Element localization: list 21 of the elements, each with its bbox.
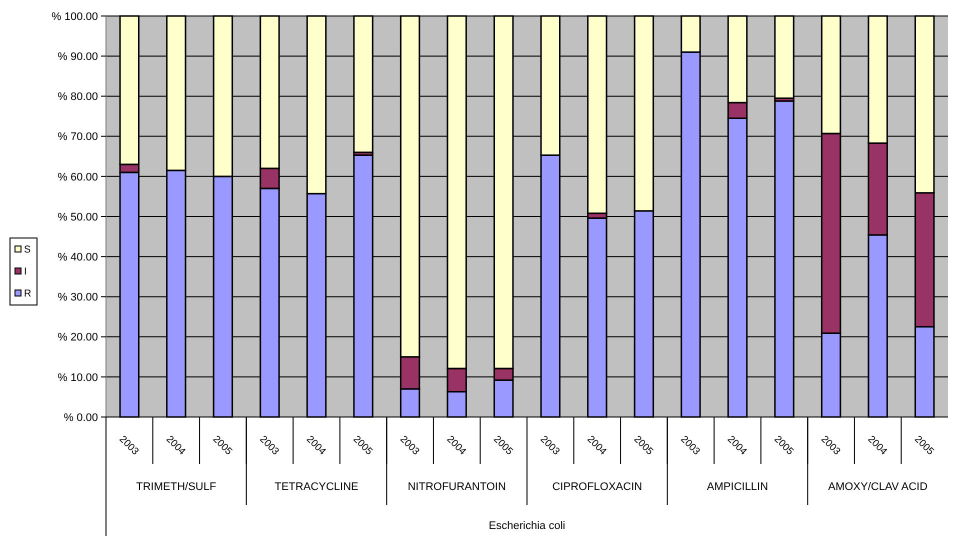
text: NITROFURANTOIN — [408, 481, 506, 493]
text: CIPROFLOXACIN — [552, 481, 642, 493]
text: AMOXY/CLAV ACID — [828, 481, 928, 493]
y-tick-label: % 10.00 — [58, 372, 98, 384]
legend-label: R — [24, 288, 32, 300]
text: TRIMETH/SULF — [136, 481, 216, 493]
y-tick-label: % 70.00 — [58, 131, 98, 144]
legend-label: I — [24, 266, 27, 278]
y-tick-label: % 30.00 — [58, 292, 98, 304]
y-tick-label: % 90.00 — [58, 50, 98, 63]
text: TETRACYCLINE — [274, 481, 358, 493]
y-tick-label: % 20.00 — [58, 332, 98, 344]
text: AMPICILLIN — [706, 481, 768, 493]
y-tick-label: % 80.00 — [58, 91, 98, 104]
text: Escherichia coli — [488, 520, 566, 532]
y-tick-label: % 60.00 — [58, 171, 98, 184]
legend-label: S — [24, 244, 31, 256]
y-tick-label: % 40.00 — [58, 251, 98, 264]
y-tick-label: % 100.00 — [52, 10, 98, 23]
y-tick-label: % 50.00 — [58, 211, 98, 224]
y-tick-label: % 0.00 — [64, 412, 98, 424]
